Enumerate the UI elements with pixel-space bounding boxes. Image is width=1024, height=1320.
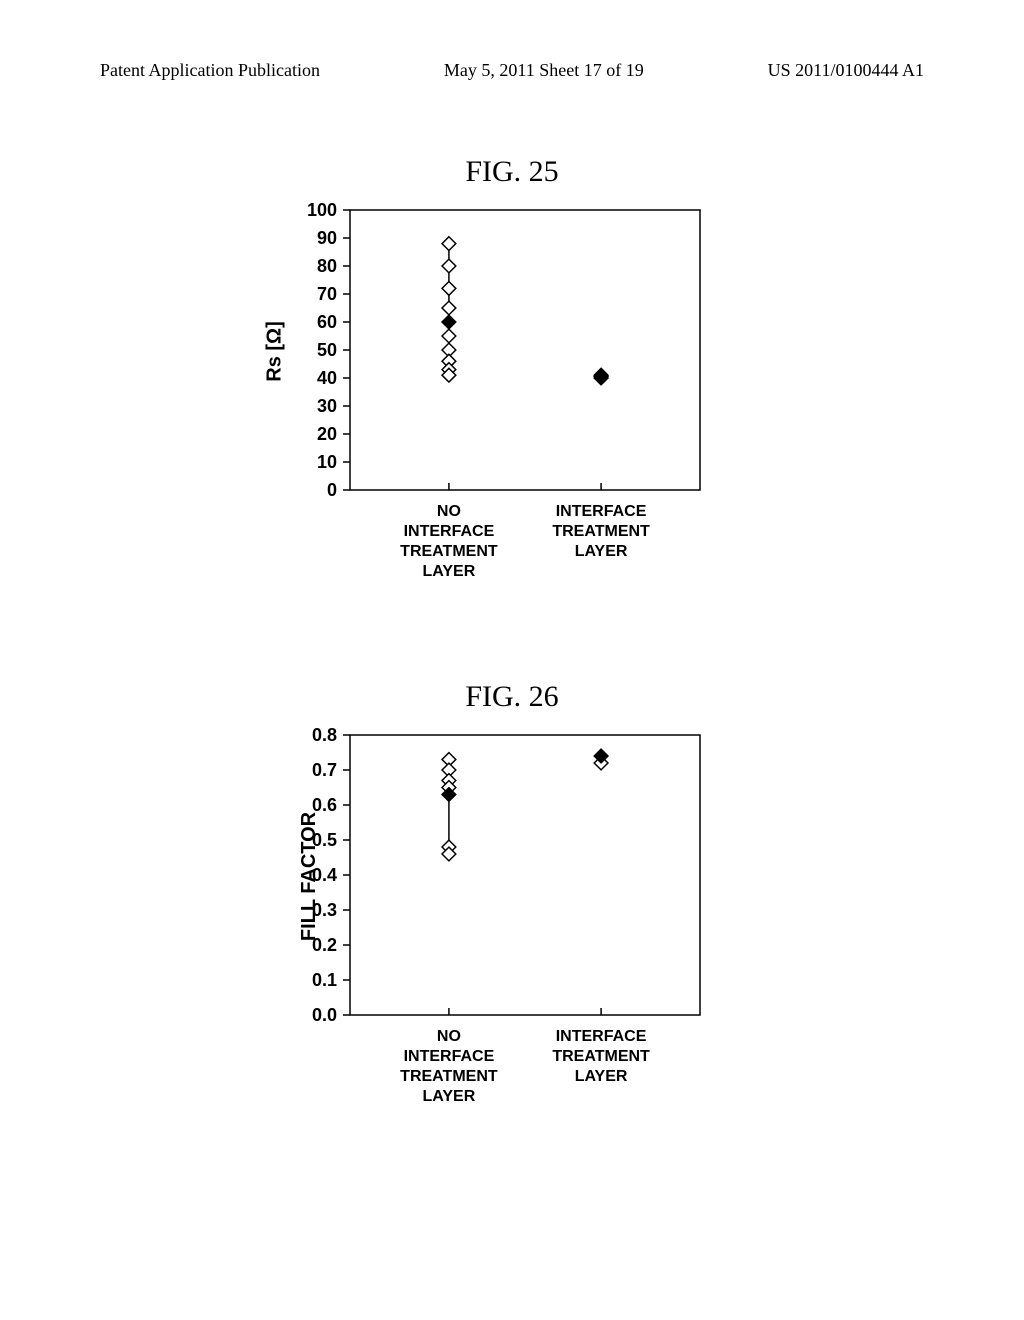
svg-text:0.0: 0.0 bbox=[312, 1005, 337, 1025]
svg-text:0.1: 0.1 bbox=[312, 970, 337, 990]
svg-text:20: 20 bbox=[317, 424, 337, 444]
chart-x-category: INTERFACE TREATMENT LAYER bbox=[541, 1027, 661, 1087]
fig25-ylabel: Rs [Ω] bbox=[264, 321, 287, 381]
svg-text:80: 80 bbox=[317, 256, 337, 276]
fig26-chart: 0.00.10.20.30.40.50.60.70.8 FILL FACTOR … bbox=[280, 725, 710, 1060]
svg-text:70: 70 bbox=[317, 284, 337, 304]
chart-x-category: INTERFACE TREATMENT LAYER bbox=[541, 502, 661, 562]
header-right: US 2011/0100444 A1 bbox=[768, 60, 924, 81]
header-left: Patent Application Publication bbox=[100, 60, 320, 81]
svg-text:50: 50 bbox=[317, 340, 337, 360]
svg-text:100: 100 bbox=[307, 200, 337, 220]
svg-text:40: 40 bbox=[317, 368, 337, 388]
chart-x-category: NO INTERFACE TREATMENT LAYER bbox=[389, 502, 509, 582]
svg-text:60: 60 bbox=[317, 312, 337, 332]
fig26-svg: 0.00.10.20.30.40.50.60.70.8 bbox=[280, 725, 710, 1055]
svg-text:0: 0 bbox=[327, 480, 337, 500]
fig26-ylabel: FILL FACTOR bbox=[298, 812, 321, 941]
svg-text:10: 10 bbox=[317, 452, 337, 472]
fig25-svg: 0 10 20 30 40 50 60 70 80 90 100 bbox=[280, 200, 710, 530]
fig25-chart: 0102030405060708090100 Rs [Ω] NO INTERFA… bbox=[280, 200, 710, 535]
svg-text:0.8: 0.8 bbox=[312, 725, 337, 745]
svg-text:30: 30 bbox=[317, 396, 337, 416]
svg-text:0.7: 0.7 bbox=[312, 760, 337, 780]
chart-x-category: NO INTERFACE TREATMENT LAYER bbox=[389, 1027, 509, 1107]
fig25-title: FIG. 25 bbox=[0, 155, 1024, 189]
header-center: May 5, 2011 Sheet 17 of 19 bbox=[444, 60, 644, 81]
page-header: Patent Application Publication May 5, 20… bbox=[0, 60, 1024, 81]
svg-text:90: 90 bbox=[317, 228, 337, 248]
fig26-title: FIG. 26 bbox=[0, 680, 1024, 714]
